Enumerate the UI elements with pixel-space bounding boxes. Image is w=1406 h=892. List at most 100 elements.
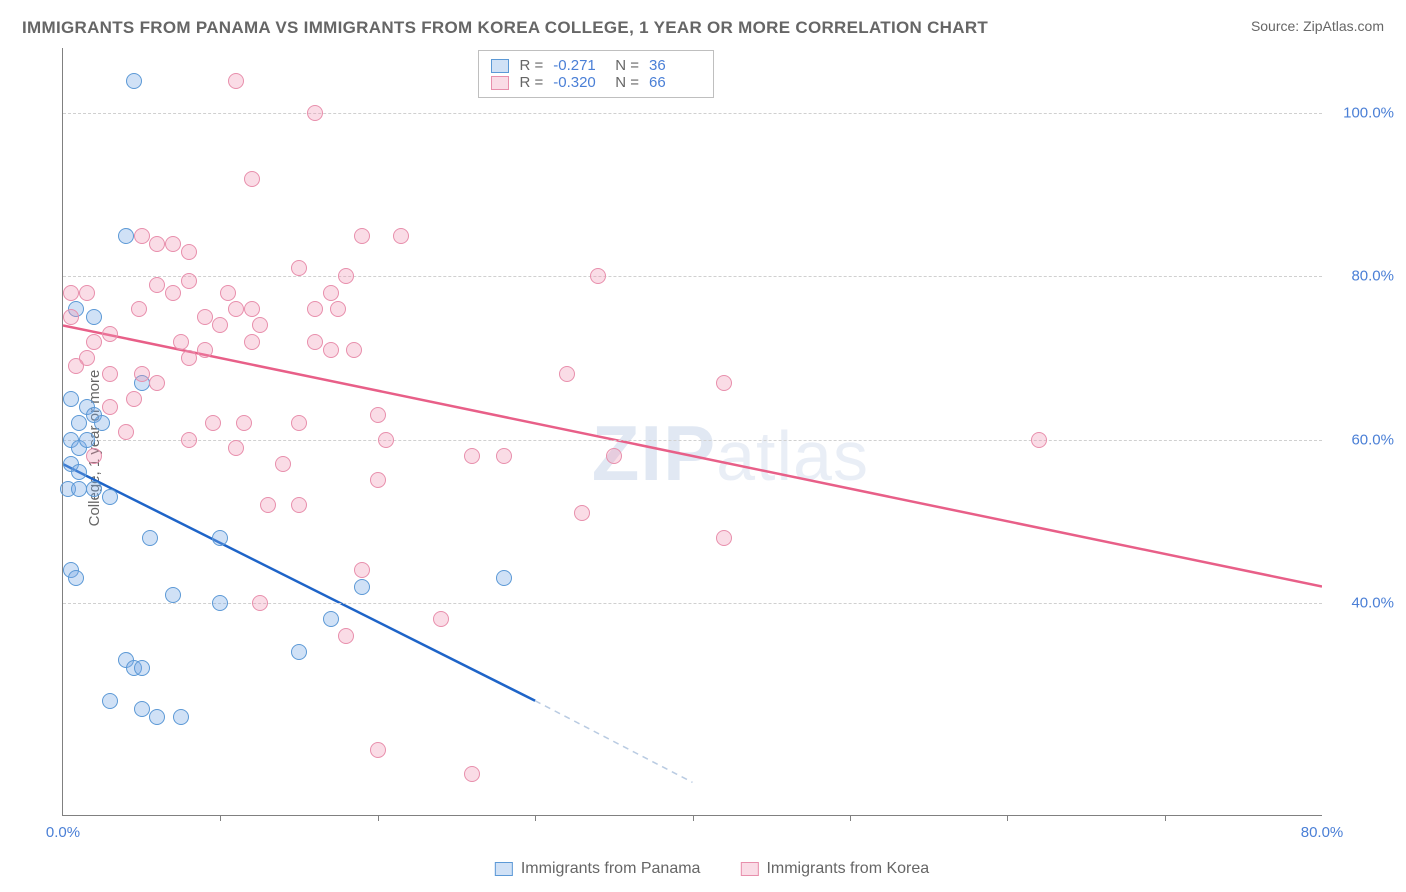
scatter-point xyxy=(370,472,386,488)
stats-row: R =-0.320N =66 xyxy=(491,74,701,91)
scatter-point xyxy=(86,448,102,464)
legend-label: Immigrants from Panama xyxy=(521,860,701,878)
scatter-point xyxy=(378,432,394,448)
scatter-point xyxy=(244,301,260,317)
scatter-point xyxy=(63,309,79,325)
scatter-point xyxy=(338,628,354,644)
page-header: IMMIGRANTS FROM PANAMA VS IMMIGRANTS FRO… xyxy=(12,12,1394,48)
scatter-point xyxy=(228,301,244,317)
scatter-point xyxy=(181,244,197,260)
stat-r-label: R = xyxy=(519,74,543,91)
stat-n-value: 36 xyxy=(649,57,701,74)
scatter-point xyxy=(205,415,221,431)
series-swatch xyxy=(495,862,513,876)
scatter-point xyxy=(212,595,228,611)
scatter-point xyxy=(173,709,189,725)
scatter-point xyxy=(181,350,197,366)
source-attribution: Source: ZipAtlas.com xyxy=(1251,18,1384,34)
chart-title: IMMIGRANTS FROM PANAMA VS IMMIGRANTS FRO… xyxy=(22,18,988,38)
stats-row: R =-0.271N =36 xyxy=(491,57,701,74)
x-tick xyxy=(1165,815,1166,821)
scatter-point xyxy=(68,358,84,374)
scatter-point xyxy=(323,342,339,358)
scatter-point xyxy=(118,228,134,244)
scatter-point xyxy=(307,105,323,121)
scatter-point xyxy=(134,701,150,717)
scatter-point xyxy=(149,277,165,293)
scatter-point xyxy=(330,301,346,317)
scatter-point xyxy=(291,497,307,513)
scatter-point xyxy=(716,375,732,391)
x-tick xyxy=(220,815,221,821)
scatter-point xyxy=(354,579,370,595)
scatter-point xyxy=(212,317,228,333)
x-tick xyxy=(535,815,536,821)
scatter-point xyxy=(307,334,323,350)
plot-area: ZIPatlas R =-0.271N =36R =-0.320N =66 40… xyxy=(62,48,1322,816)
scatter-point xyxy=(220,285,236,301)
scatter-point xyxy=(134,228,150,244)
scatter-point xyxy=(102,366,118,382)
scatter-point xyxy=(165,285,181,301)
legend-label: Immigrants from Korea xyxy=(766,860,929,878)
scatter-point xyxy=(244,334,260,350)
scatter-point xyxy=(354,562,370,578)
scatter-point xyxy=(496,570,512,586)
scatter-point xyxy=(142,530,158,546)
series-swatch xyxy=(740,862,758,876)
x-tick xyxy=(850,815,851,821)
scatter-point xyxy=(323,611,339,627)
scatter-point xyxy=(71,481,87,497)
scatter-point xyxy=(63,391,79,407)
scatter-point xyxy=(716,530,732,546)
scatter-point xyxy=(370,742,386,758)
scatter-point xyxy=(212,530,228,546)
x-tick-label: 80.0% xyxy=(1301,824,1344,841)
scatter-point xyxy=(165,236,181,252)
scatter-point xyxy=(149,375,165,391)
series-swatch xyxy=(491,76,509,90)
scatter-point xyxy=(86,309,102,325)
scatter-point xyxy=(63,285,79,301)
legend-item: Immigrants from Panama xyxy=(495,860,701,878)
scatter-point xyxy=(275,456,291,472)
scatter-point xyxy=(574,505,590,521)
scatter-point xyxy=(197,309,213,325)
scatter-point xyxy=(354,228,370,244)
x-tick-label: 0.0% xyxy=(46,824,80,841)
scatter-point xyxy=(307,301,323,317)
scatter-point xyxy=(228,440,244,456)
stat-n-label: N = xyxy=(615,74,639,91)
scatter-point xyxy=(102,326,118,342)
scatter-point xyxy=(102,489,118,505)
y-tick-label: 100.0% xyxy=(1329,105,1394,122)
scatter-point xyxy=(291,415,307,431)
stats-legend-box: R =-0.271N =36R =-0.320N =66 xyxy=(478,50,714,98)
legend-item: Immigrants from Korea xyxy=(740,860,929,878)
x-tick xyxy=(693,815,694,821)
scatter-point xyxy=(433,611,449,627)
scatter-point xyxy=(244,171,260,187)
y-tick-label: 60.0% xyxy=(1329,431,1394,448)
gridline-h xyxy=(63,440,1322,441)
scatter-point xyxy=(79,285,95,301)
scatter-point xyxy=(181,432,197,448)
scatter-point xyxy=(252,317,268,333)
chart-page: IMMIGRANTS FROM PANAMA VS IMMIGRANTS FRO… xyxy=(0,0,1406,892)
scatter-point xyxy=(134,660,150,676)
regression-line-extrapolated xyxy=(535,701,692,783)
scatter-point xyxy=(464,448,480,464)
regression-lines xyxy=(63,48,1322,815)
stat-n-value: 66 xyxy=(649,74,701,91)
stat-r-label: R = xyxy=(519,57,543,74)
scatter-point xyxy=(464,766,480,782)
scatter-point xyxy=(346,342,362,358)
scatter-point xyxy=(86,481,102,497)
scatter-point xyxy=(323,285,339,301)
scatter-point xyxy=(197,342,213,358)
scatter-point xyxy=(94,415,110,431)
watermark: ZIPatlas xyxy=(592,408,869,499)
scatter-point xyxy=(102,693,118,709)
y-tick-label: 40.0% xyxy=(1329,594,1394,611)
scatter-point xyxy=(590,268,606,284)
